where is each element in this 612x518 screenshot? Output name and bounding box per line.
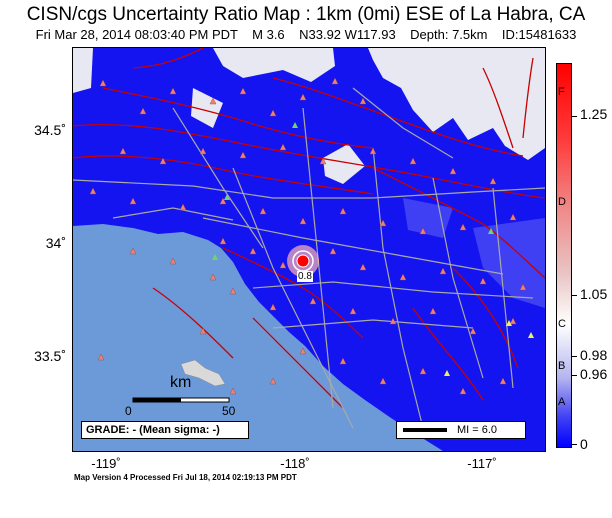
cb-tick-5 — [572, 444, 577, 445]
pacific-ocean — [73, 224, 443, 451]
cb-tick-3 — [572, 356, 577, 357]
lon-label-119: -119˚ — [91, 456, 121, 471]
cb-value-0-96: 0.96 — [580, 366, 608, 382]
lon-label-117: -117˚ — [467, 456, 497, 471]
lat-label-34: 34˚ — [45, 235, 66, 251]
grade-box: GRADE: - (Mean sigma: -) — [81, 421, 249, 439]
fault-lines — [73, 48, 545, 409]
map-canvas — [73, 48, 545, 451]
mi-legend-bar — [403, 428, 447, 432]
grade-d: D — [558, 196, 566, 208]
scale-bar — [132, 397, 230, 403]
map-version-footer: Map Version 4 Processed Fri Jul 18, 2014… — [74, 473, 297, 482]
uncertainty-colorbar — [556, 63, 572, 448]
mi-legend-box: MI = 6.0 — [396, 421, 526, 439]
seismic-stations — [89, 77, 527, 395]
yellow-stations — [444, 320, 534, 376]
epicenter-marker — [287, 245, 319, 277]
grade-b: B — [558, 360, 566, 372]
grade-a: A — [558, 396, 566, 408]
cb-value-0-98: 0.98 — [580, 347, 608, 363]
low-coverage-zones — [73, 48, 545, 184]
grade-c: C — [558, 318, 566, 330]
cb-tick-1 — [572, 116, 577, 117]
uncertainty-map[interactable] — [72, 47, 546, 452]
green-stations — [212, 122, 494, 260]
cb-value-1-05: 1.05 — [580, 286, 608, 302]
lon-label-118: -118˚ — [280, 456, 310, 471]
cb-tick-2 — [572, 295, 577, 296]
grade-f: F — [558, 86, 565, 98]
scale-unit: km — [170, 374, 192, 391]
cb-value-1-25: 1.25 — [580, 106, 608, 122]
event-subtitle: Fri Mar 28, 2014 08:03:40 PM PDT M 3.6 N… — [35, 27, 577, 42]
mi-legend-text: MI = 6.0 — [457, 424, 498, 436]
map-title: CISN/cgs Uncertainty Ratio Map : 1km (0m… — [26, 4, 586, 25]
scale-end: 50 — [222, 404, 236, 418]
lat-label-33-5: 33.5˚ — [34, 348, 66, 364]
medium-coverage — [403, 198, 545, 308]
catalina-island — [180, 359, 226, 387]
cb-value-0: 0 — [580, 436, 588, 452]
epicenter-value: 0.8 — [297, 271, 313, 282]
lat-label-34-5: 34.5˚ — [34, 122, 66, 138]
scale-start: 0 — [125, 404, 132, 418]
cb-tick-4 — [572, 375, 577, 376]
